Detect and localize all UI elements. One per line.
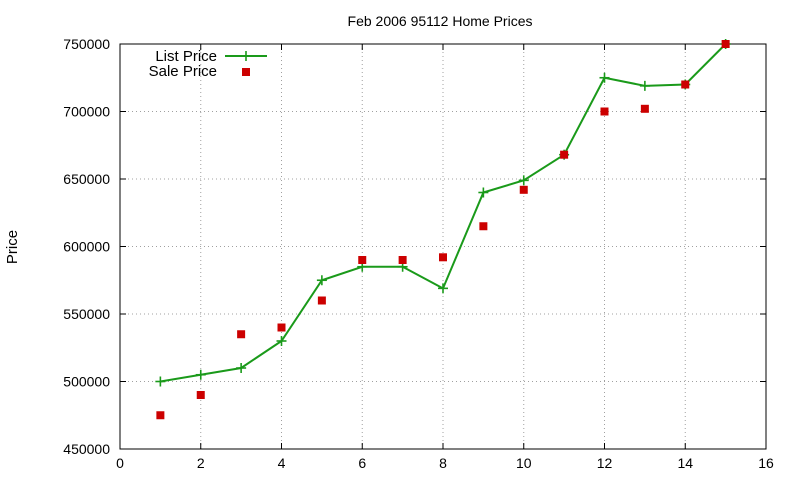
y-tick-label: 600000 [63, 239, 110, 255]
list-price-point [478, 187, 489, 198]
sale-price-point [237, 330, 246, 339]
series-layer [155, 39, 731, 420]
y-tick-label: 500000 [63, 374, 110, 390]
sale-price-point [600, 107, 609, 116]
list-price-point [316, 275, 327, 286]
y-tick-label: 700000 [63, 104, 110, 120]
x-tick-label: 10 [516, 455, 532, 471]
sale-price-point [640, 104, 649, 113]
list-price-point [236, 363, 247, 373]
sale-price-point [317, 296, 326, 305]
list-price-point [276, 336, 287, 346]
y-tick-label: 650000 [63, 171, 110, 187]
list-price-point [155, 376, 166, 387]
list-price-point [599, 72, 610, 83]
x-tick-label: 0 [116, 455, 124, 471]
chart-title: Feb 2006 95112 Home Prices [348, 13, 533, 29]
grid-lines [120, 44, 766, 449]
sale-price-point [721, 40, 730, 48]
list-price-point [639, 80, 650, 91]
x-tick-label: 12 [597, 455, 613, 471]
sale-price-point [479, 222, 488, 231]
x-tick-label: 14 [677, 455, 693, 471]
sale-price-point [439, 253, 447, 262]
axis-ticks: 0 2 4 6 8 10 12 14 16 450000 500000 550000 600000 650… [63, 36, 774, 471]
x-tick-label: 8 [439, 455, 447, 471]
x-tick-label: 16 [758, 455, 774, 471]
x-tick-label: 6 [358, 455, 366, 471]
x-tick-label: 4 [278, 455, 286, 471]
list-price-point [195, 369, 206, 380]
y-tick-label: 550000 [63, 306, 110, 322]
y-tick-label: 450000 [63, 441, 110, 457]
legend-label-list-price: List Price [155, 48, 217, 65]
sale-price-point [398, 256, 407, 264]
sale-price-point [277, 323, 286, 332]
legend-label-sale-price: Sale Price [149, 63, 217, 80]
legend-square-sale-price [242, 68, 250, 76]
list-price-point [518, 175, 529, 186]
sale-price-point [196, 391, 205, 399]
sale-price-point [358, 256, 367, 264]
sale-price-point [560, 150, 569, 159]
y-tick-label: 750000 [63, 36, 110, 52]
x-tick-label: 2 [197, 455, 205, 471]
y-axis-label: Price [4, 230, 21, 264]
sale-price-point [681, 80, 690, 89]
sale-price-point [519, 185, 528, 194]
list-price-point [438, 283, 448, 294]
sale-price-point [156, 411, 165, 420]
